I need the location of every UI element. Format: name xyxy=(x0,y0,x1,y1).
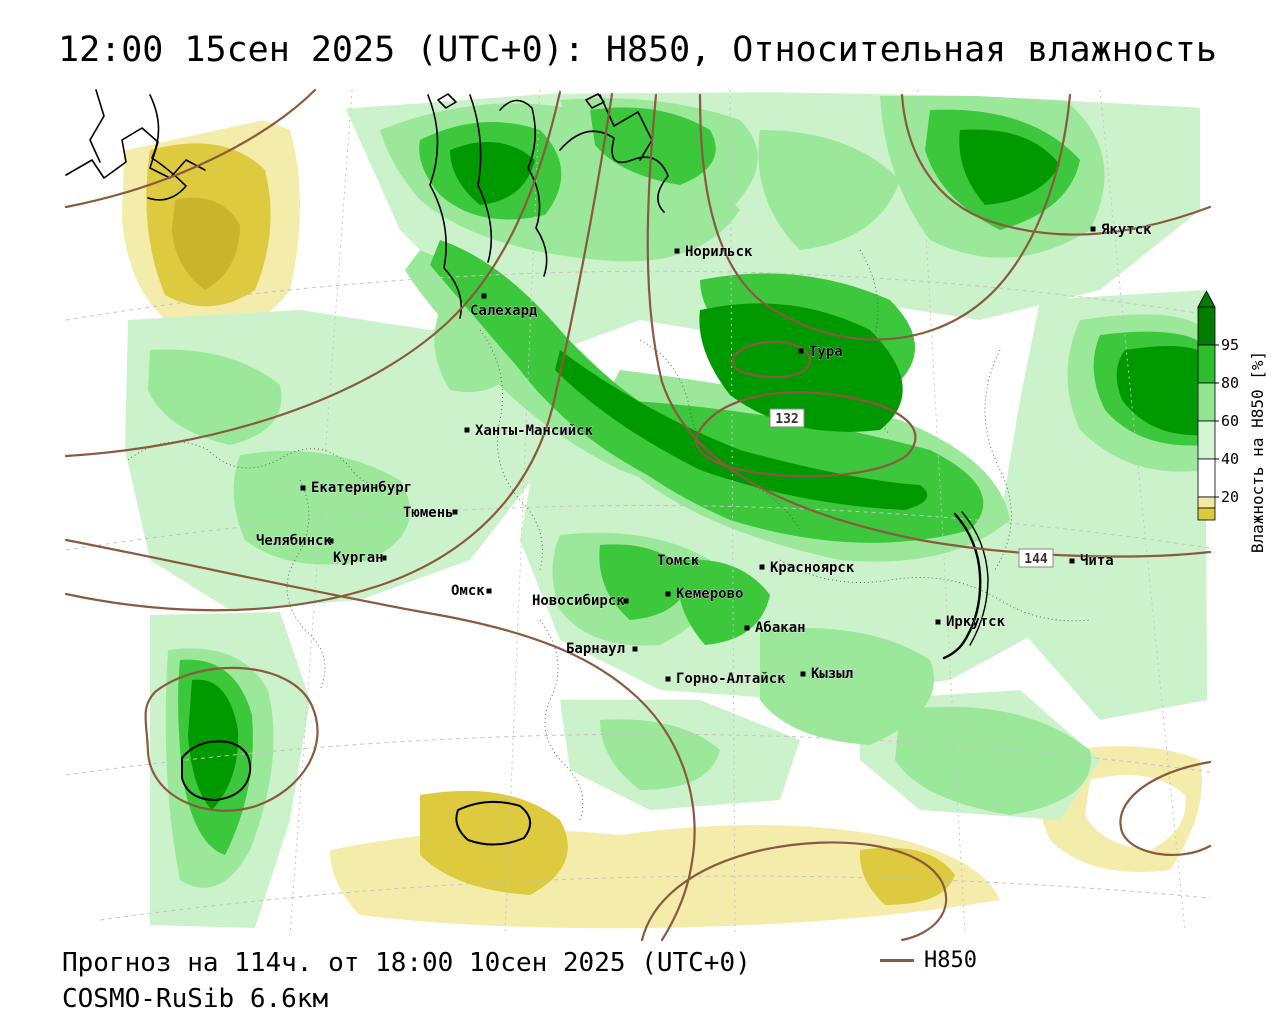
city-marker xyxy=(665,676,671,682)
city-marker xyxy=(486,588,492,594)
city-label: Кемерово xyxy=(676,586,743,602)
colorbar-segment xyxy=(1197,382,1216,422)
city-marker xyxy=(800,671,806,677)
city-label: Томск xyxy=(657,553,700,569)
city-marker xyxy=(665,591,671,597)
city-marker xyxy=(452,509,458,515)
city-label: Норильск xyxy=(685,244,753,260)
colorbar-tick-label: 95 xyxy=(1221,336,1239,354)
city-marker xyxy=(328,538,334,544)
lake-outline-south xyxy=(455,800,531,846)
colorbar-tick-label: 60 xyxy=(1221,412,1239,430)
city-marker xyxy=(1090,226,1096,232)
city-marker xyxy=(744,625,750,631)
colorbar-segment xyxy=(1197,458,1216,498)
contour-label: 132 xyxy=(775,412,798,427)
city-label: Кызыл xyxy=(811,666,853,682)
region-borders xyxy=(127,249,1091,821)
colorbar-segment xyxy=(1197,507,1216,521)
legend: H850 xyxy=(880,948,977,973)
city-marker xyxy=(759,564,765,570)
colorbar-tick-label: 80 xyxy=(1221,374,1239,392)
colorbar-tick-label: 20 xyxy=(1221,488,1239,506)
height-contours xyxy=(64,88,1212,942)
city-marker xyxy=(1069,558,1075,564)
city-label: Якутск xyxy=(1101,222,1152,238)
city-label: Чита xyxy=(1080,553,1114,569)
city-marker xyxy=(674,248,680,254)
city-marker xyxy=(300,485,306,491)
city-marker xyxy=(798,348,804,354)
legend-label: H850 xyxy=(924,948,977,973)
city-label: Екатеринбург xyxy=(311,480,412,496)
city-marker xyxy=(464,427,470,433)
h850-line-sample xyxy=(880,959,914,962)
city-label: Красноярск xyxy=(770,560,855,576)
lake-outline-sw xyxy=(181,740,252,801)
city-marker xyxy=(632,646,638,652)
city-label: Абакан xyxy=(755,620,806,636)
city-marker xyxy=(692,558,698,564)
city-label: Барнаул xyxy=(566,641,625,657)
city-marker xyxy=(481,293,487,299)
city-marker xyxy=(623,598,629,604)
colorbar-segment xyxy=(1197,496,1216,509)
colorbar-segment xyxy=(1197,420,1216,460)
city-label: Новосибирск xyxy=(532,593,625,609)
city-label: Тюмень xyxy=(403,505,454,521)
lake-baikal xyxy=(942,512,982,660)
city-label: Тура xyxy=(809,344,843,360)
contour-label: 144 xyxy=(1024,552,1048,567)
humidity-shading xyxy=(122,92,1207,929)
colorbar-segment xyxy=(1197,344,1216,384)
city-layer: Норильск Якутск Салехард Тура Ханты-Мансийск… xyxy=(256,222,1153,688)
city-label: Челябинск xyxy=(256,533,332,549)
city-label: Иркутск xyxy=(946,614,1006,630)
city-label: Ханты-Мансийск xyxy=(475,423,594,439)
city-label: Салехард xyxy=(470,303,538,319)
colorbar: 95 80 60 40 20 xyxy=(1197,290,1239,521)
contour-label-layer: 132 144 xyxy=(769,408,1054,568)
graticule xyxy=(65,89,1211,936)
coastlines xyxy=(65,89,989,846)
colorbar-tick-label: 40 xyxy=(1221,450,1239,468)
colorbar-title: Влажность на H850 [%] xyxy=(1248,351,1267,553)
city-label: Горно-Алтайск xyxy=(676,671,786,687)
city-label: Курган xyxy=(333,550,384,566)
city-label: Омск xyxy=(451,583,485,599)
contour-label-box xyxy=(1018,548,1054,568)
contour-label-box xyxy=(769,408,805,428)
model-info: COSMO-RuSib 6.6км xyxy=(62,984,329,1014)
forecast-info: Прогноз на 114ч. от 18:00 10сен 2025 (UT… xyxy=(62,948,751,978)
city-marker xyxy=(381,555,387,561)
colorbar-segment xyxy=(1197,306,1216,346)
page-title: 12:00 15сен 2025 (UTC+0): H850, Относите… xyxy=(58,30,1217,70)
city-marker xyxy=(935,619,941,625)
